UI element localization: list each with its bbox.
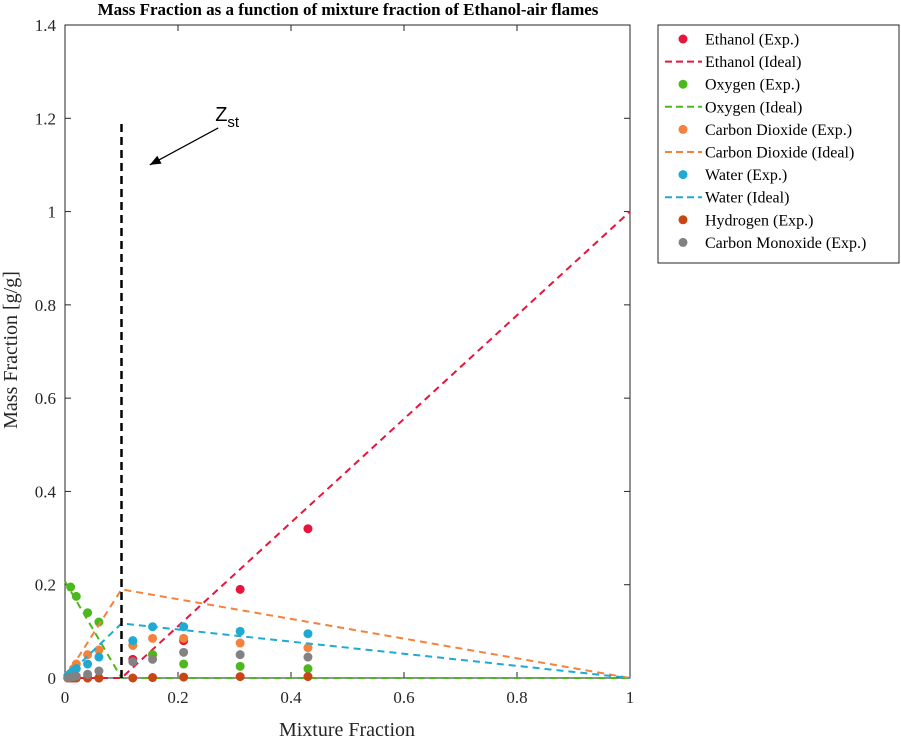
legend-item: Carbon Dioxide (Ideal) xyxy=(665,145,854,162)
x-tick-label: 0 xyxy=(61,688,70,707)
y-tick-label: 0.2 xyxy=(35,576,56,595)
legend-item: Water (Exp.) xyxy=(678,167,787,184)
data-point-carbon-monoxide-exp xyxy=(148,654,158,664)
legend-box xyxy=(657,24,900,264)
legend-marker-swatch xyxy=(678,124,688,134)
y-tick-label: 1.4 xyxy=(35,16,57,35)
x-tick-label: 0.8 xyxy=(506,688,527,707)
legend-item: Oxygen (Ideal) xyxy=(665,99,802,116)
data-point-oxygen-exp xyxy=(66,582,76,592)
legend-label: Carbon Monoxide (Exp.) xyxy=(705,235,866,252)
legend-item: Oxygen (Exp.) xyxy=(678,77,800,94)
x-axis-label: Mixture Fraction xyxy=(279,719,415,739)
legend-label: Ethanol (Exp.) xyxy=(705,32,799,49)
data-point-water-exp xyxy=(235,626,245,636)
legend-item: Carbon Monoxide (Exp.) xyxy=(678,235,866,252)
data-point-hydrogen-exp xyxy=(128,673,138,683)
legend-item: Ethanol (Exp.) xyxy=(678,32,799,49)
data-point-carbon-dioxide-exp xyxy=(94,645,104,655)
data-point-water-exp xyxy=(71,664,81,674)
legend-label: Water (Exp.) xyxy=(705,167,787,184)
legend-item: Water (Ideal) xyxy=(665,190,789,207)
y-tick-label: 1 xyxy=(48,203,57,222)
data-point-carbon-monoxide-exp xyxy=(303,652,313,662)
data-point-hydrogen-exp xyxy=(148,673,158,683)
axes: 0 0.2 0.4 0.6 0.8 1 0 0.2 0.4 0.6 0.8 1 1.2 1.4 xyxy=(35,16,635,707)
legend-marker-swatch xyxy=(678,170,688,180)
x-tick-label: 0.2 xyxy=(167,688,188,707)
data-point-carbon-dioxide-exp xyxy=(83,650,93,660)
legend-label: Carbon Dioxide (Exp.) xyxy=(705,122,852,139)
data-point-hydrogen-exp xyxy=(303,672,313,682)
y-tick-label: 0.6 xyxy=(35,389,56,408)
plot-frame xyxy=(64,24,631,679)
data-point-ethanol-exp xyxy=(303,524,313,534)
legend-item: Hydrogen (Exp.) xyxy=(678,212,813,229)
data-point-oxygen-exp xyxy=(94,617,104,627)
y-tick-label: 1.2 xyxy=(35,109,56,128)
data-point-water-exp xyxy=(303,629,313,639)
series-line-water-ideal xyxy=(64,622,631,679)
data-point-carbon-monoxide-exp xyxy=(94,666,104,676)
legend-label: Hydrogen (Exp.) xyxy=(705,212,813,229)
legend-label: Oxygen (Ideal) xyxy=(705,99,802,116)
legend-label: Ethanol (Ideal) xyxy=(705,54,801,71)
annotation-arrow-shaft xyxy=(149,127,219,166)
data-point-oxygen-exp xyxy=(235,661,245,671)
y-tick-label: 0.8 xyxy=(35,296,56,315)
legend-item: Carbon Dioxide (Exp.) xyxy=(678,122,852,139)
series-layer xyxy=(63,210,631,683)
y-tick-label: 0.4 xyxy=(35,482,57,501)
annotation-layer: Zst xyxy=(120,104,240,678)
data-point-carbon-monoxide-exp xyxy=(128,657,138,667)
legend-marker-swatch xyxy=(678,237,688,247)
legend-marker-swatch xyxy=(678,215,688,225)
legend-marker-swatch xyxy=(678,79,688,89)
data-point-oxygen-exp xyxy=(71,591,81,601)
data-point-oxygen-exp xyxy=(179,659,189,669)
data-point-water-exp xyxy=(94,652,104,662)
data-point-carbon-monoxide-exp xyxy=(235,650,245,660)
series-line-ethanol-ideal xyxy=(65,210,631,679)
data-point-ethanol-exp xyxy=(235,584,245,594)
data-point-hydrogen-exp xyxy=(235,672,245,682)
legend: Ethanol (Exp.) Ethanol (Ideal) Oxygen (Exp… xyxy=(657,24,900,264)
x-tick-label: 0.6 xyxy=(393,688,414,707)
data-point-carbon-monoxide-exp xyxy=(71,671,81,681)
y-axis-label: Mass Fraction [g/g] xyxy=(0,271,22,429)
data-point-carbon-dioxide-exp xyxy=(148,633,158,643)
data-point-water-exp xyxy=(83,659,93,669)
data-point-carbon-dioxide-exp xyxy=(303,643,313,653)
chart-title: Mass Fraction as a function of mixture f… xyxy=(98,0,599,19)
data-point-hydrogen-exp xyxy=(94,673,104,683)
annotation-arrow-head xyxy=(149,155,162,165)
series-line-carbon-dioxide-ideal xyxy=(64,588,631,679)
legend-item: Ethanol (Ideal) xyxy=(665,54,801,71)
data-point-water-exp xyxy=(128,636,138,646)
data-point-carbon-monoxide-exp xyxy=(83,669,93,679)
data-point-carbon-monoxide-exp xyxy=(179,647,189,657)
legend-marker-swatch xyxy=(678,34,688,44)
data-point-hydrogen-exp xyxy=(179,672,189,682)
data-point-carbon-dioxide-exp xyxy=(235,638,245,648)
zst-annotation: Zst xyxy=(215,104,240,131)
data-point-oxygen-exp xyxy=(303,664,313,674)
legend-label: Water (Ideal) xyxy=(705,190,789,207)
data-point-carbon-dioxide-exp xyxy=(179,633,189,643)
x-tick-label: 1 xyxy=(626,688,635,707)
legend-label: Carbon Dioxide (Ideal) xyxy=(705,145,854,162)
x-tick-label: 0.4 xyxy=(280,688,302,707)
legend-label: Oxygen (Exp.) xyxy=(705,77,800,94)
y-tick-label: 0 xyxy=(48,669,57,688)
